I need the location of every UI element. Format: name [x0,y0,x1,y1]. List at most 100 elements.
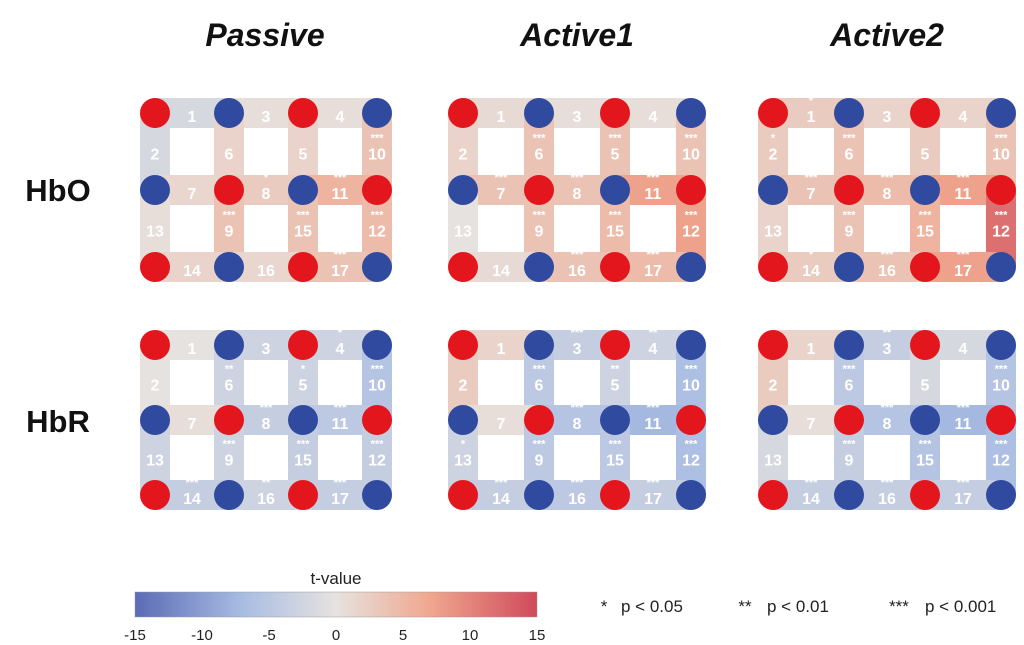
detector-optode [758,405,788,435]
row-label-hbr: HbR [26,404,90,439]
channel-4-label: 4 [336,109,345,126]
channel-7-significance: *** [805,172,819,184]
source-optode [600,98,630,128]
channel-12-label: 12 [682,453,700,470]
colorbar-tick-label: 15 [529,627,546,644]
detector-optode [986,480,1016,510]
channel-1-label: 1 [807,109,816,126]
channel-11-significance: *** [957,172,971,184]
panel-hbr-active1: 123***4**5**6***7 8***9***10***11***12***… [448,327,706,510]
channel-1-label: 1 [497,341,506,358]
detector-optode [910,175,940,205]
channel-12-label: 12 [992,224,1010,241]
detector-optode [758,175,788,205]
channel-13-label: 13 [764,224,782,241]
column-title-active1: Active1 [519,17,634,53]
channel-15-label: 15 [294,224,312,241]
channel-10-significance: *** [995,133,1009,145]
detector-optode [448,175,478,205]
channel-8-significance: *** [881,402,895,414]
channel-15-significance: *** [609,439,623,451]
detector-optode [986,330,1016,360]
channel-5-significance: ** [611,364,620,376]
detector-optode [986,98,1016,128]
source-optode [448,252,478,282]
detector-optode [834,480,864,510]
channel-9-significance: *** [223,210,237,222]
channel-6-label: 6 [535,378,544,395]
source-optode [288,98,318,128]
detector-optode [140,175,170,205]
channel-4-significance: * [338,327,343,339]
channel-11-label: 11 [332,416,349,433]
channel-14-label: 14 [802,491,820,508]
source-optode [448,98,478,128]
detector-optode [834,252,864,282]
significance-legend: * p < 0.05 ** p < 0.01 *** p < 0.001 [601,597,997,616]
detector-optode [986,252,1016,282]
channel-8-significance: *** [260,402,274,414]
detector-optode [524,330,554,360]
channel-13-label: 13 [764,453,782,470]
source-optode [448,330,478,360]
source-optode [214,405,244,435]
channel-8-label: 8 [573,186,582,203]
channel-17-significance: *** [334,477,348,489]
panel-hbo-active1: 123 45***6***7***8***9***10***11***12***1… [448,98,706,282]
detector-optode [600,405,630,435]
channel-4-label: 4 [649,109,658,126]
channel-5-label: 5 [299,378,308,395]
column-title-passive: Passive [205,17,324,53]
channel-9-significance: *** [533,439,547,451]
channel-5-significance: * [301,364,306,376]
source-optode [140,330,170,360]
detector-optode [214,98,244,128]
channel-1-label: 1 [188,341,197,358]
channel-16-label: 16 [257,263,275,280]
channel-16-significance: *** [881,249,895,261]
channel-16-label: 16 [878,263,896,280]
channel-8-significance: *** [571,172,585,184]
channel-17-significance: *** [334,249,348,261]
channel-11-significance: *** [647,172,661,184]
channel-16-significance: *** [571,249,585,261]
detector-optode [524,480,554,510]
channel-10-significance: *** [685,364,699,376]
colorbar-tick-label: 10 [462,627,479,644]
colorbar-tick-label: -10 [191,627,213,644]
channel-10-significance: *** [371,364,385,376]
channel-2-label: 2 [769,378,778,395]
channel-11-label: 11 [645,416,662,433]
detector-optode [676,252,706,282]
colorbar-tick-label: 5 [399,627,407,644]
source-optode [758,98,788,128]
channel-6-label: 6 [845,378,854,395]
channel-6-significance: *** [843,364,857,376]
channel-5-label: 5 [611,378,620,395]
detector-optode [524,98,554,128]
channel-14-significance: *** [186,477,200,489]
source-optode [288,480,318,510]
channel-9-significance: *** [223,439,237,451]
channel-16-label: 16 [878,491,896,508]
channel-4-label: 4 [336,341,345,358]
channel-11-significance: *** [957,402,971,414]
channel-1-significance: * [809,95,814,107]
channel-10-label: 10 [992,147,1010,164]
channel-15-label: 15 [294,453,312,470]
channel-15-label: 15 [916,453,934,470]
legend-label-1: p < 0.05 [621,597,683,616]
channel-17-label: 17 [644,263,662,280]
colorbar-tick-label: -5 [262,627,275,644]
channel-2-label: 2 [151,147,160,164]
source-optode [214,175,244,205]
channel-13-label: 13 [146,224,164,241]
detector-optode [524,252,554,282]
channel-13-significance: * [461,439,466,451]
panel-hbr-active2: 123**456***7 8***9***10***11***12***1314*… [758,327,1016,510]
channel-10-label: 10 [368,147,386,164]
channel-9-label: 9 [535,453,544,470]
channel-6-significance: *** [533,364,547,376]
channel-7-label: 7 [807,416,816,433]
